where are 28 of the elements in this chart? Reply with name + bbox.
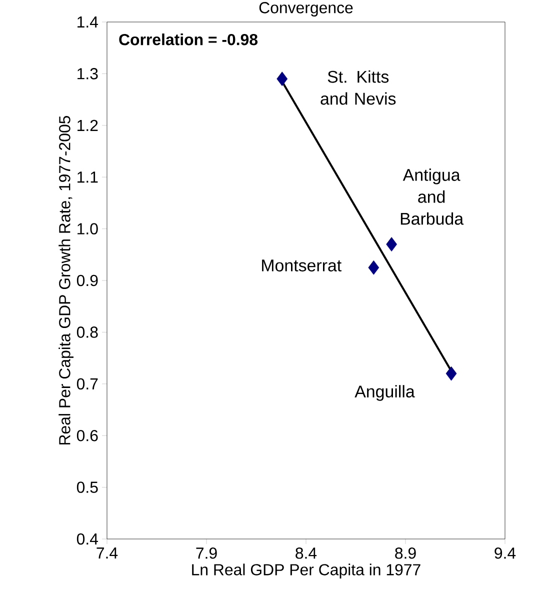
y-tick-label: 0.5 xyxy=(76,482,98,493)
y-tick-label: 0.7 xyxy=(76,378,98,390)
y-tick-label: 1.1 xyxy=(78,172,98,183)
y-tick-label: 1.3 xyxy=(78,68,98,80)
point xyxy=(446,366,457,381)
y-tick-label: 0.4 xyxy=(76,533,98,545)
chart-title: Convergence xyxy=(259,2,353,16)
annotation: Montserrat xyxy=(262,260,342,272)
y-tick-label: 1.4 xyxy=(78,16,98,28)
y-tick-label: 1.0 xyxy=(78,223,98,234)
annotation: St. Kitts and Nevis xyxy=(320,70,396,105)
x-axis-title: Ln Real GDP Per Capita in 1977 xyxy=(192,564,420,578)
annotation: Correlation = -0.98 xyxy=(119,34,258,46)
x-tick-label: 9.4 xyxy=(494,548,516,559)
annotation: Antigua and Barbuda xyxy=(400,168,464,225)
x-tick-label: 8.4 xyxy=(296,548,317,559)
y-axis-title: Real Per Capita GDP Growth Rate, 1977-2005 xyxy=(58,116,74,444)
point xyxy=(368,260,380,275)
point xyxy=(386,237,398,252)
annotation: Anguilla xyxy=(354,385,415,401)
y-tick-label: 1.2 xyxy=(78,120,98,131)
x-tick-label: 8.9 xyxy=(395,548,416,559)
point xyxy=(276,72,288,86)
y-tick-label: 0.8 xyxy=(76,326,98,338)
y-tick-label: 0.9 xyxy=(76,274,98,286)
x-tick-label: 7.9 xyxy=(196,548,217,559)
x-tick-label: 7.4 xyxy=(96,548,118,558)
y-tick-label: 0.6 xyxy=(76,430,98,442)
